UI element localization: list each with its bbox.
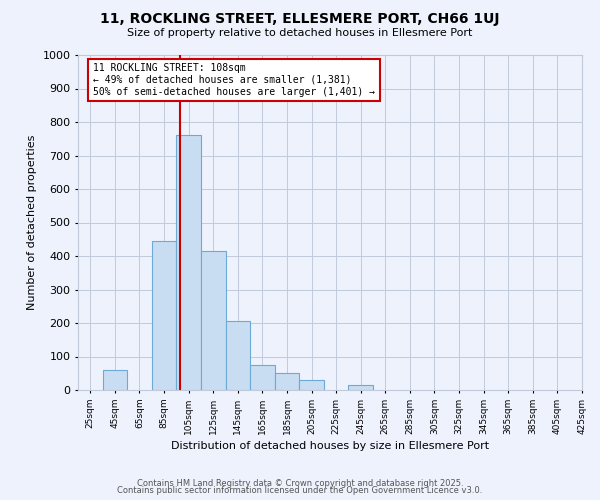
- Text: 11 ROCKLING STREET: 108sqm
← 49% of detached houses are smaller (1,381)
50% of s: 11 ROCKLING STREET: 108sqm ← 49% of deta…: [93, 64, 375, 96]
- Bar: [226, 322, 250, 390]
- Y-axis label: Number of detached properties: Number of detached properties: [27, 135, 37, 310]
- Text: 11, ROCKLING STREET, ELLESMERE PORT, CH66 1UJ: 11, ROCKLING STREET, ELLESMERE PORT, CH6…: [100, 12, 500, 26]
- Bar: [201, 251, 226, 390]
- Text: Size of property relative to detached houses in Ellesmere Port: Size of property relative to detached ho…: [127, 28, 473, 38]
- X-axis label: Distribution of detached houses by size in Ellesmere Port: Distribution of detached houses by size …: [171, 441, 489, 451]
- Bar: [103, 370, 127, 390]
- Bar: [250, 365, 275, 390]
- Bar: [299, 380, 324, 390]
- Text: Contains public sector information licensed under the Open Government Licence v3: Contains public sector information licen…: [118, 486, 482, 495]
- Text: Contains HM Land Registry data © Crown copyright and database right 2025.: Contains HM Land Registry data © Crown c…: [137, 478, 463, 488]
- Bar: [152, 241, 176, 390]
- Bar: [176, 136, 201, 390]
- Bar: [275, 373, 299, 390]
- Bar: [349, 385, 373, 390]
